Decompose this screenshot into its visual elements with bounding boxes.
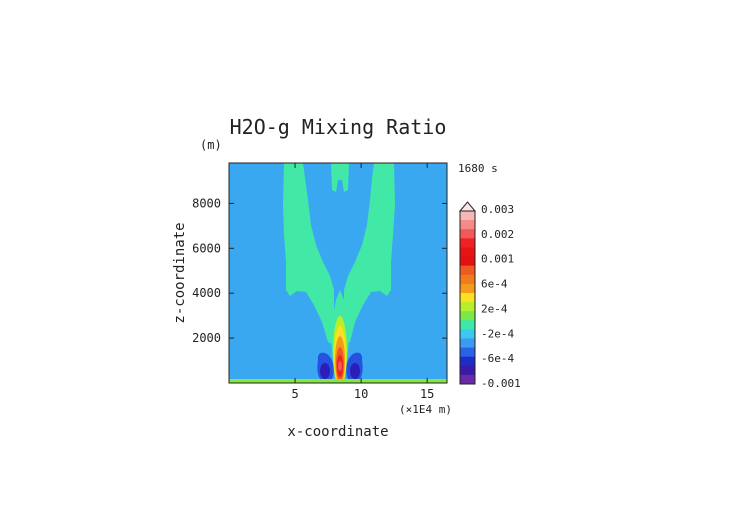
colorbar-swatch <box>460 292 475 303</box>
colorbar-swatch <box>460 256 475 267</box>
colorbar-swatch <box>460 311 475 321</box>
colorbar-label: 0.002 <box>481 228 514 241</box>
y-axis: 2000 4000 6000 8000 <box>192 196 447 345</box>
colorbar-swatch <box>460 356 475 367</box>
colorbar-frame <box>459 210 476 385</box>
colorbar-extend-triangle <box>458 201 477 212</box>
x-tick-label: 10 <box>354 387 368 401</box>
colorbar-swatch <box>460 211 475 221</box>
colorbar-label: 0.003 <box>481 203 514 216</box>
x-tick-label: 5 <box>291 387 298 401</box>
x-unit-label: (×1E4 m) <box>399 403 452 416</box>
colorbar-label: -0.001 <box>481 377 521 390</box>
colorbar-swatch <box>460 265 475 276</box>
y-tick-label: 4000 <box>192 286 221 300</box>
colorbar-swatch <box>460 283 475 294</box>
colorbar-swatch <box>460 347 475 358</box>
colorbar-swatch <box>460 302 475 312</box>
y-axis-label: z-coordinate <box>172 222 188 323</box>
moist-stripe-top <box>331 163 349 192</box>
colorbar-label: 2e-4 <box>481 302 508 315</box>
chart-title: H2O-g Mixing Ratio <box>230 115 447 139</box>
time-label: 1680 s <box>458 162 498 175</box>
surface-layer <box>229 379 447 383</box>
colorbar-swatch <box>460 238 475 248</box>
colorbar-swatch <box>460 338 475 349</box>
moist-plume-right <box>342 163 395 345</box>
colorbar-swatch <box>460 365 475 376</box>
moist-plume-left <box>283 163 336 345</box>
y-tick-label: 2000 <box>192 331 221 345</box>
contour-field <box>229 163 447 383</box>
colorbar-label: -2e-4 <box>481 327 514 340</box>
dry-lobe-left-center <box>320 363 330 379</box>
x-axis-label: x-coordinate <box>287 424 388 440</box>
colorbar-swatch <box>460 320 475 330</box>
x-tick-label: 15 <box>420 387 434 401</box>
y-unit-label: (m) <box>200 138 222 152</box>
dry-lobe-right-center <box>350 363 360 379</box>
colorbar-label: 6e-4 <box>481 278 508 291</box>
colorbar-swatch <box>460 247 475 258</box>
core-band-6 <box>338 361 342 371</box>
colorbar-swatch <box>460 229 475 239</box>
plot-frame <box>228 162 448 384</box>
colorbar-swatch <box>460 329 475 339</box>
x-axis: 5 10 15 <box>291 163 434 401</box>
y-tick-label: 8000 <box>192 196 221 210</box>
colorbar-label: 0.001 <box>481 253 514 266</box>
colorbar-swatch <box>460 374 475 385</box>
colorbar-swatch <box>460 274 475 285</box>
colorbar-swatch <box>460 220 475 230</box>
y-tick-label: 6000 <box>192 241 221 255</box>
colorbar: 0.003 0.002 0.001 6e-4 2e-4 -2e-4 -6e-4 -0.001 <box>458 201 521 390</box>
colorbar-label: -6e-4 <box>481 352 514 365</box>
